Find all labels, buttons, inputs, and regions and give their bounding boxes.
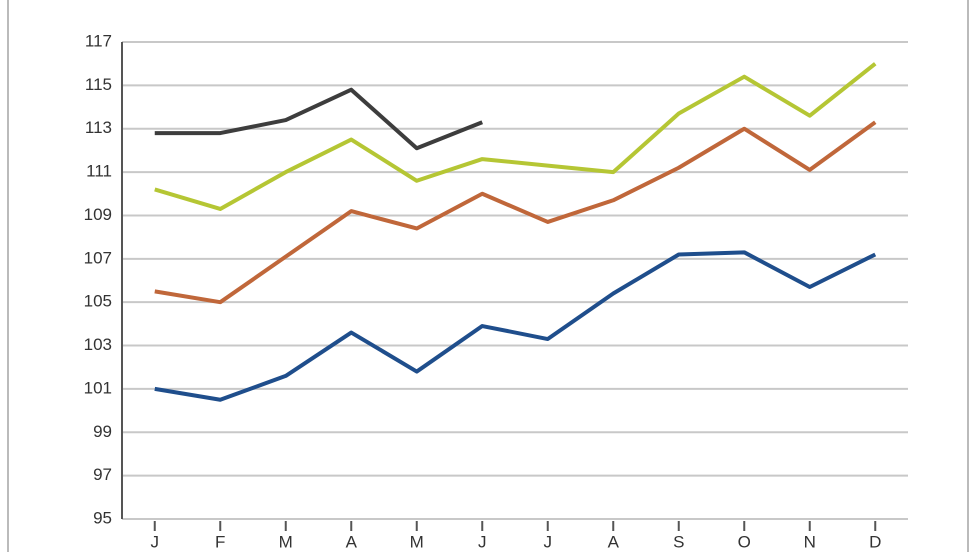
- x-tick-label: O: [738, 532, 751, 551]
- x-tick-label: F: [215, 532, 225, 551]
- y-tick-label: 101: [84, 378, 112, 397]
- y-tick-label: 99: [93, 422, 112, 441]
- y-tick-label: 105: [84, 292, 112, 311]
- x-tick-label: J: [151, 532, 160, 551]
- y-tick-label: 95: [93, 508, 112, 527]
- x-tick-label: A: [608, 532, 620, 551]
- series-line: [154, 87, 483, 151]
- x-tick-label: N: [804, 532, 816, 551]
- series-line: [154, 120, 877, 305]
- y-tick-label: 115: [85, 75, 112, 94]
- y-tick-label: 113: [85, 118, 112, 137]
- x-tick-label: A: [346, 532, 358, 551]
- y-tick-label: 103: [84, 335, 112, 354]
- series-line: [154, 250, 877, 402]
- x-tick-label: S: [673, 532, 684, 551]
- x-tick-label: J: [478, 532, 487, 551]
- frame: [7, 0, 969, 552]
- x-tick-label: D: [869, 532, 881, 551]
- y-tick-label: 97: [93, 465, 112, 484]
- series-line: [154, 62, 877, 211]
- y-tick-label: 107: [84, 248, 112, 267]
- y-tick-label: 111: [86, 162, 112, 181]
- x-tick-label: M: [279, 532, 293, 551]
- x-tick-label: J: [544, 532, 553, 551]
- x-tick-label: M: [410, 532, 424, 551]
- y-tick-label: 117: [85, 31, 112, 50]
- y-tick-label: 109: [84, 205, 112, 224]
